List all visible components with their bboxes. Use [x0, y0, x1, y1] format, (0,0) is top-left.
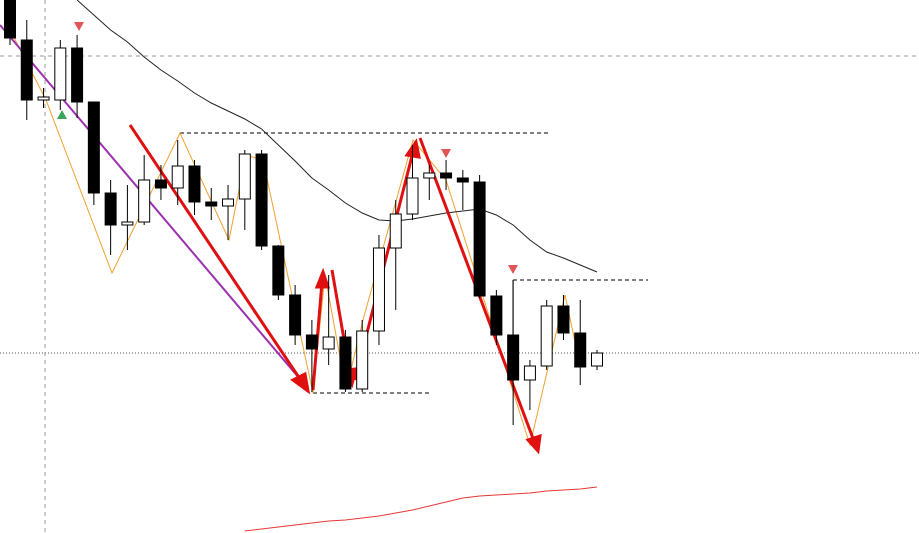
- arrow: [128, 124, 304, 383]
- candle-body: [440, 172, 453, 179]
- candle-body: [54, 47, 67, 101]
- buy-signal: [57, 110, 67, 119]
- candle-body: [171, 165, 184, 189]
- candle-body: [238, 153, 251, 200]
- candle-body: [339, 336, 352, 390]
- candle-body: [154, 179, 167, 189]
- candle-body: [406, 177, 419, 215]
- candle-body: [507, 334, 520, 381]
- candle-body: [188, 165, 201, 203]
- candle-body: [523, 365, 536, 381]
- candle-body: [37, 96, 50, 101]
- sell-signal: [74, 22, 84, 31]
- candle-body: [557, 305, 570, 334]
- candle-body: [490, 295, 503, 336]
- candle-body: [456, 177, 469, 183]
- candle-body: [255, 153, 268, 247]
- candle-body: [305, 334, 318, 350]
- arrow-head: [314, 267, 331, 289]
- trend-line: [0, 24, 306, 386]
- arrow-head: [290, 371, 311, 395]
- candle-body: [205, 201, 218, 207]
- candle-body: [121, 221, 134, 226]
- candle-body: [4, 0, 16, 39]
- sell-signal: [508, 265, 518, 274]
- candle-body: [272, 245, 285, 296]
- candle-body: [356, 330, 369, 390]
- candle-body: [87, 101, 100, 194]
- candle-body: [71, 47, 84, 103]
- candle-body: [540, 305, 553, 367]
- candle-body: [574, 332, 587, 368]
- candle-body: [289, 294, 302, 336]
- moving-average: [244, 486, 598, 532]
- candle-body: [138, 179, 151, 223]
- candle-body: [423, 172, 436, 179]
- candle-body: [322, 336, 335, 350]
- arrow-head: [525, 433, 542, 455]
- candle-body: [591, 352, 603, 367]
- candle-body: [389, 213, 402, 249]
- moving-average: [76, 0, 598, 273]
- candle-body: [222, 198, 235, 207]
- sell-signal: [441, 149, 451, 158]
- candle-body: [104, 192, 117, 226]
- candle-body: [20, 39, 33, 101]
- candle-body: [473, 181, 486, 297]
- candle-body: [372, 247, 385, 332]
